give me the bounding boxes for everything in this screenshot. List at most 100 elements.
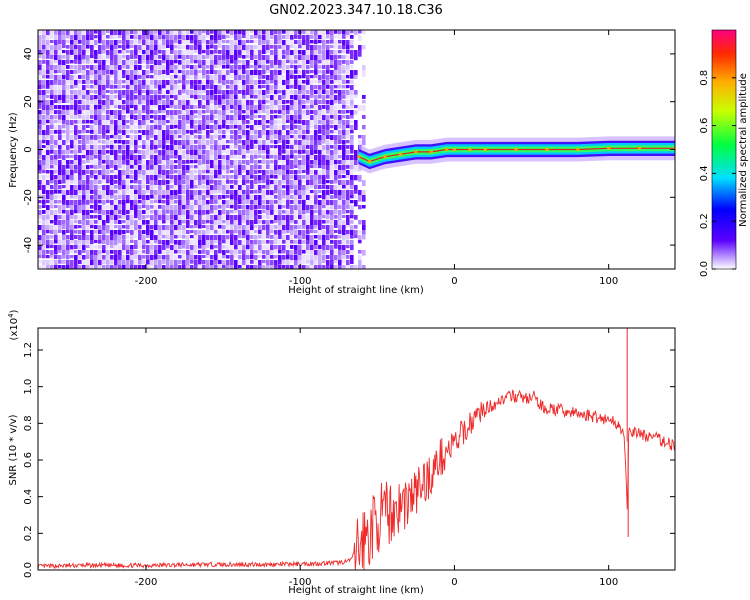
noise-cell [66, 230, 70, 234]
noise-cell [210, 135, 214, 141]
noise-cell [162, 175, 166, 182]
noise-cell [114, 155, 118, 162]
noise-cell [230, 100, 234, 106]
noise-cell [38, 95, 42, 102]
noise-cell [342, 215, 346, 218]
noise-cell [218, 35, 222, 41]
noise-cell [70, 40, 74, 45]
noise-cell [358, 105, 362, 111]
noise-cell [182, 50, 186, 57]
noise-cell [78, 135, 82, 139]
noise-cell [238, 225, 242, 230]
noise-cell [118, 205, 122, 212]
noise-cell [210, 130, 214, 133]
noise-cell [246, 185, 250, 191]
noise-cell [186, 80, 190, 85]
noise-cell [242, 120, 246, 125]
noise-cell [310, 160, 314, 165]
noise-cell [118, 55, 122, 62]
noise-cell [314, 190, 318, 195]
noise-cell [306, 55, 310, 61]
noise-cell [290, 165, 294, 169]
noise-cell [110, 180, 114, 186]
noise-cell [218, 215, 222, 221]
noise-cell [310, 145, 314, 152]
noise-cell [154, 235, 158, 241]
noise-cell [298, 35, 302, 40]
noise-cell [230, 35, 234, 39]
noise-cell [202, 195, 206, 201]
noise-cell [298, 60, 302, 67]
noise-cell [118, 160, 122, 166]
noise-cell [186, 105, 190, 110]
noise-cell [278, 155, 282, 161]
noise-cell [350, 30, 354, 34]
noise-cell [66, 115, 70, 122]
noise-cell [82, 115, 86, 121]
noise-cell [154, 60, 158, 66]
noise-cell [326, 95, 330, 99]
noise-cell [98, 245, 102, 249]
noise-cell [258, 120, 262, 127]
noise-cell [282, 35, 286, 39]
noise-cell [290, 200, 294, 204]
noise-cell [298, 80, 302, 87]
noise-cell [206, 50, 210, 56]
noise-cell [294, 255, 298, 262]
noise-cell [326, 190, 330, 196]
noise-cell [202, 265, 206, 269]
noise-cell [282, 60, 286, 66]
noise-cell [90, 35, 94, 41]
noise-cell [238, 100, 242, 105]
noise-cell [142, 180, 146, 186]
noise-cell [54, 220, 58, 227]
noise-cell [330, 225, 334, 232]
noise-cell [90, 120, 94, 124]
noise-cell [110, 185, 114, 191]
noise-cell [298, 115, 302, 120]
noise-cell [174, 210, 178, 217]
noise-cell [358, 235, 362, 241]
noise-cell [274, 260, 278, 267]
noise-cell [134, 205, 138, 212]
noise-cell [182, 210, 186, 217]
noise-cell [314, 75, 318, 79]
noise-cell [214, 130, 218, 137]
noise-cell [254, 70, 258, 77]
noise-cell [114, 225, 118, 229]
noise-cell [142, 150, 146, 157]
noise-cell [306, 45, 310, 51]
noise-cell [302, 215, 306, 222]
noise-cell [218, 85, 222, 91]
noise-cell [354, 125, 358, 130]
noise-cell [58, 250, 62, 253]
noise-cell [122, 255, 126, 261]
noise-cell [110, 145, 114, 150]
noise-cell [230, 195, 234, 200]
noise-cell [94, 75, 98, 82]
noise-cell [42, 140, 46, 144]
noise-cell [294, 230, 298, 237]
noise-cell [114, 60, 118, 66]
noise-cell [126, 120, 130, 124]
noise-cell [254, 180, 258, 184]
ridge-inner [358, 145, 675, 165]
noise-cell [98, 100, 102, 105]
noise-cell [286, 95, 290, 99]
noise-cell [90, 175, 94, 179]
noise-cell [106, 190, 110, 196]
noise-cell [150, 215, 154, 222]
colorbar-tick-label: 0.4 [699, 165, 710, 181]
noise-cell [62, 175, 66, 181]
noise-cell [298, 155, 302, 159]
noise-cell [106, 225, 110, 231]
noise-cell [182, 70, 186, 77]
noise-cell [318, 130, 322, 134]
noise-cell [150, 130, 154, 136]
noise-cell [310, 70, 314, 74]
noise-cell [58, 205, 62, 211]
noise-cell [226, 50, 230, 57]
noise-cell [186, 45, 190, 50]
noise-cell [258, 30, 262, 35]
noise-cell [358, 50, 362, 57]
